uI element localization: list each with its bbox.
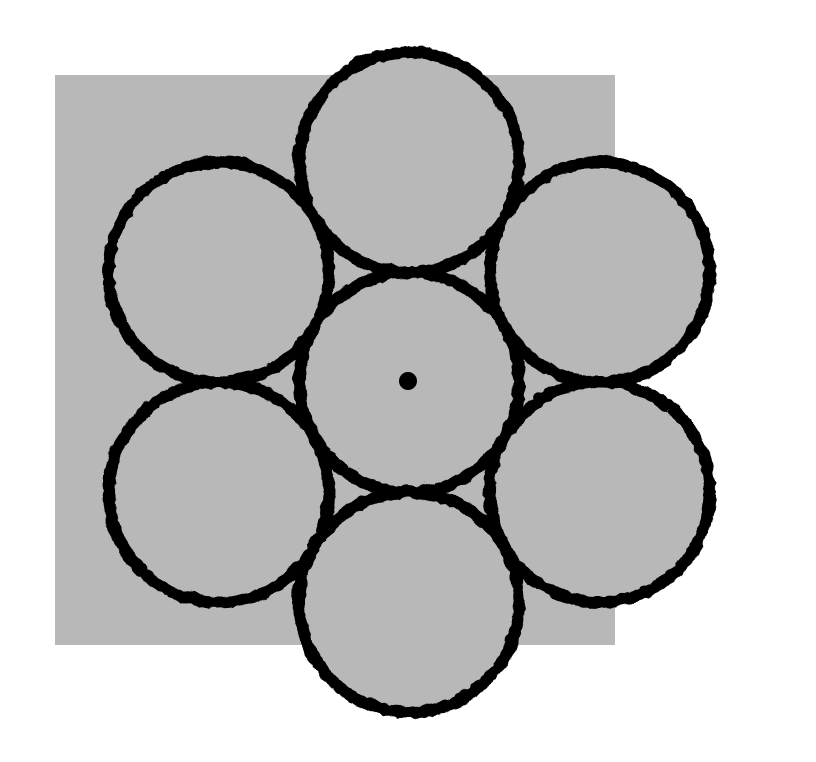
diagram-svg (0, 0, 816, 762)
center-dot (399, 372, 417, 390)
outer-circle-3 (489, 381, 709, 601)
circle-packing-diagram (0, 0, 816, 762)
outer-circle-1 (298, 51, 518, 271)
outer-circle-2 (489, 161, 709, 381)
outer-circle-4 (298, 491, 518, 711)
outer-circle-6 (107, 161, 327, 381)
outer-circle-5 (107, 381, 327, 601)
